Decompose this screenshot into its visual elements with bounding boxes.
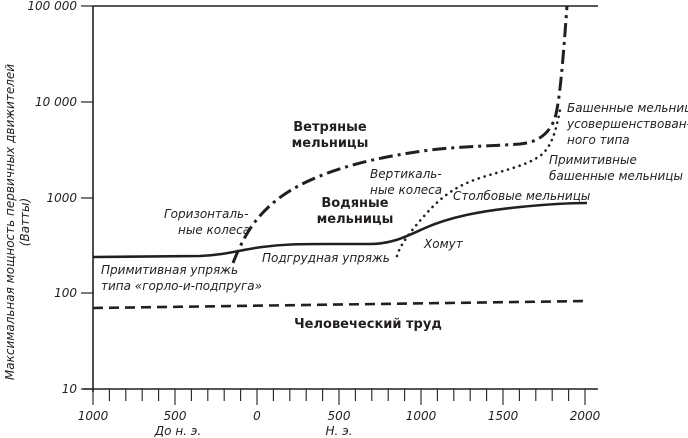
label-water-mills-2: мельницы: [317, 212, 394, 227]
x-tick-500: 500: [328, 409, 351, 423]
label-horizontal-wheels-2: ные колеса: [178, 223, 250, 237]
x-tick-1000: 1000: [406, 409, 437, 423]
y-tick-1000: 1000: [46, 191, 77, 205]
label-advanced-tower-2: усовершенствован-: [566, 117, 688, 131]
label-vertical-wheels-1: Вертикаль-: [370, 167, 442, 181]
x-tick-m500: 500: [164, 409, 187, 423]
series-water-mills: [92, 201, 588, 259]
label-advanced-tower-1: Башенные мельницы: [567, 101, 688, 115]
y-tick-10000: 10 000: [35, 95, 77, 109]
label-human-labor: Человеческий труд: [294, 317, 442, 332]
label-wind-mills-2: мельницы: [292, 136, 369, 151]
series-human-labor: [92, 299, 589, 310]
x-tick-0: 0: [253, 409, 261, 423]
y-axis-unit: (Ватты): [18, 198, 32, 246]
y-tick-10: 10: [62, 382, 78, 396]
label-advanced-tower-3: ного типа: [567, 133, 630, 147]
label-wind-mills-1: Ветряные: [293, 120, 367, 135]
series-wind-mills: [231, 5, 569, 264]
label-primitive-tower-2: башенные мельницы: [549, 169, 683, 183]
label-primitive-tower-1: Примитивные: [549, 153, 637, 167]
x-tick-1500: 1500: [488, 409, 519, 423]
x-tick-2000: 2000: [570, 409, 601, 423]
x-ticks: [92, 389, 586, 405]
y-ticks: [81, 5, 93, 390]
era-ad-label: Н. э.: [325, 424, 352, 438]
y-tick-100: 100: [54, 286, 77, 300]
label-horizontal-wheels-1: Горизонталь-: [164, 207, 248, 221]
series-tower-mills: [395, 108, 562, 258]
era-bc-label: До н. э.: [154, 424, 201, 438]
x-tick-m1000: 1000: [78, 409, 109, 423]
label-primitive-harness-1: Примитивная упряжь: [101, 263, 238, 277]
y-axis-title: Максимальная мощность первичных движител…: [3, 64, 17, 380]
label-water-mills-1: Водяные: [321, 196, 388, 211]
label-primitive-harness-2: типа «горло-и-подпруга»: [101, 279, 262, 293]
label-post-mills: Столбовые мельницы: [453, 189, 590, 203]
y-tick-100000: 100 000: [27, 0, 77, 13]
label-collar: Хомут: [423, 237, 464, 251]
label-vertical-wheels-2: ные колеса: [370, 183, 442, 197]
label-breast-harness: Подгрудная упряжь: [262, 251, 390, 265]
